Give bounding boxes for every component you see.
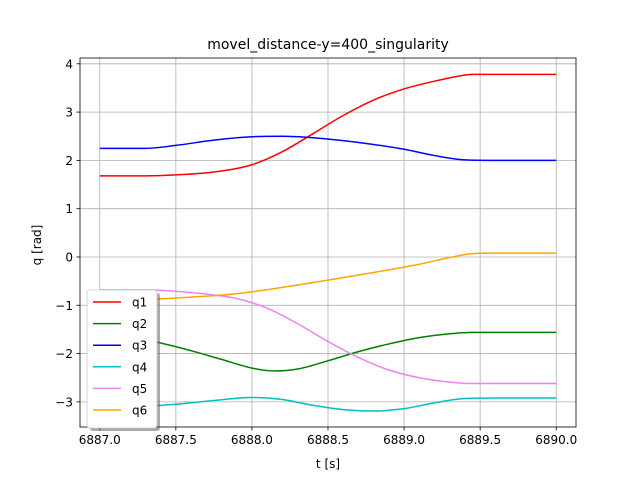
x-axis-label: t [s] — [316, 457, 340, 471]
legend-label-q3: q3 — [132, 339, 147, 353]
grid-lines — [80, 58, 576, 427]
y-tick-label: 4 — [65, 57, 73, 71]
x-axis: 6887.0 6887.5 6888.0 6888.5 6889.0 6889.5 6890… — [79, 427, 577, 447]
y-tick-label: −2 — [55, 347, 73, 361]
series-line-q1 — [99, 73, 557, 177]
series-line-q4 — [99, 396, 557, 412]
x-tick-label: 6887.0 — [79, 433, 121, 447]
series-line-q2 — [99, 331, 557, 372]
x-tick-label: 6889.5 — [459, 433, 501, 447]
legend-box — [86, 289, 158, 429]
x-tick-label: 6890.0 — [535, 433, 577, 447]
y-axis: −3 −2 −1 0 1 2 3 4 — [55, 57, 80, 409]
chart-title: movel_distance-y=400_singularity — [207, 37, 449, 53]
legend: q1 q2 q3 q4 q5 q6 — [86, 289, 160, 431]
y-tick-label: −3 — [55, 395, 73, 409]
legend-label-q6: q6 — [132, 404, 147, 418]
series-layer — [99, 73, 557, 412]
series-line-q3 — [99, 135, 557, 162]
legend-label-q2: q2 — [132, 317, 147, 331]
y-axis-label: q [rad] — [30, 225, 44, 266]
x-tick-label: 6889.0 — [383, 433, 425, 447]
y-tick-label: 3 — [65, 106, 73, 120]
y-tick-label: 0 — [65, 250, 73, 264]
y-tick-label: −1 — [55, 299, 73, 313]
series-line-q5 — [99, 289, 557, 385]
x-tick-label: 6888.5 — [307, 433, 349, 447]
x-tick-label: 6888.0 — [231, 433, 273, 447]
x-tick-label: 6887.5 — [155, 433, 197, 447]
legend-label-q1: q1 — [132, 296, 147, 310]
y-tick-label: 1 — [65, 202, 73, 216]
y-tick-label: 2 — [65, 154, 73, 168]
legend-label-q4: q4 — [132, 360, 147, 374]
series-line-q6 — [99, 252, 557, 302]
legend-label-q5: q5 — [132, 382, 147, 396]
